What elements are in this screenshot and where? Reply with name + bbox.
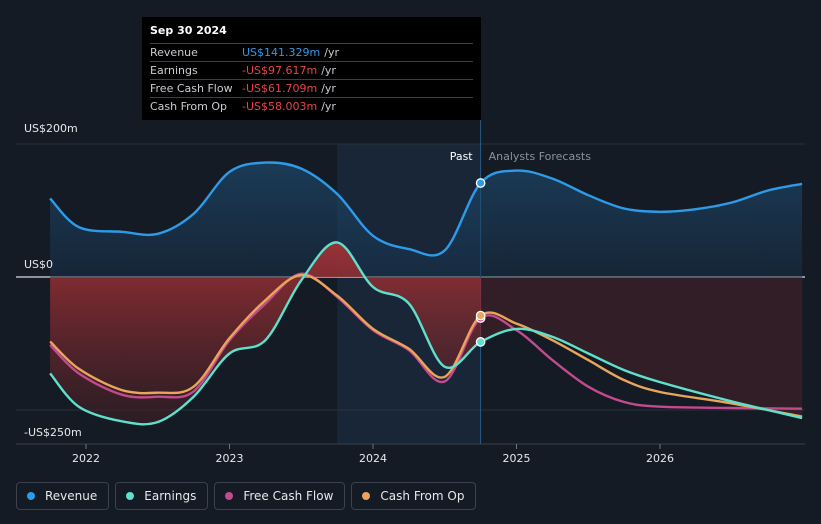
x-tick-label: 2024 — [359, 452, 387, 465]
tooltip-value: US$141.329m — [242, 46, 321, 59]
revenue-line-forecast — [481, 169, 803, 214]
revenue-area — [50, 162, 803, 277]
legend-dot-icon — [225, 492, 234, 500]
tooltip-markers — [475, 178, 486, 347]
tooltip-value: -US$58.003m — [242, 100, 318, 113]
legend-label: Free Cash Flow — [243, 489, 334, 503]
earnings-line-past — [49, 241, 481, 426]
tooltip-unit: /yr — [321, 100, 336, 113]
legend-item-revenue[interactable]: Revenue — [16, 482, 110, 510]
cfo-marker — [475, 310, 486, 321]
x-tick-label: 2025 — [503, 452, 531, 465]
tooltip-row-revenue: Revenue US$141.329m /yr — [150, 43, 473, 61]
y-tick-label: -US$250m — [24, 426, 82, 439]
earnings-area-forecast — [481, 277, 803, 418]
cfo-line-forecast — [481, 311, 803, 418]
past-label: Past — [450, 150, 474, 163]
tooltip-row-fcf: Free Cash Flow -US$61.709m /yr — [150, 79, 473, 97]
tooltip-unit: /yr — [324, 46, 339, 59]
x-tick-label: 2026 — [646, 452, 674, 465]
x-tick-label: 2022 — [72, 452, 100, 465]
tooltip-date: Sep 30 2024 — [150, 24, 227, 37]
legend-dot-icon — [362, 492, 371, 500]
series-lines — [49, 161, 803, 426]
tooltip-label: Free Cash Flow — [150, 82, 233, 95]
tooltip-label: Revenue — [150, 46, 198, 59]
axis-labels: US$200m US$0 -US$250m 2022 2023 2024 2025 2026 P… — [24, 122, 674, 465]
x-tick-label: 2023 — [216, 452, 244, 465]
legend-label: Earnings — [144, 489, 197, 503]
forecast-label: Analysts Forecasts — [489, 150, 592, 163]
tooltip-label: Earnings — [150, 64, 198, 77]
tooltip-row-cfo: Cash From Op -US$58.003m /yr — [150, 97, 473, 115]
revenue-line-past — [49, 161, 481, 257]
cfo-line-past — [49, 273, 481, 395]
tooltip: Sep 30 2024 Revenue US$141.329m /yr Earn… — [142, 17, 481, 120]
tooltip-unit: /yr — [321, 82, 336, 95]
legend-item-free-cash-flow[interactable]: Free Cash Flow — [214, 482, 346, 510]
fcf-line-forecast — [481, 314, 803, 410]
tooltip-value: -US$61.709m — [242, 82, 318, 95]
earnings-marker — [475, 337, 486, 347]
legend-item-cash-from-op[interactable]: Cash From Op — [351, 482, 477, 510]
legend-label: Cash From Op — [380, 489, 465, 503]
legend-label: Revenue — [45, 489, 98, 503]
revenue-marker — [475, 178, 486, 188]
tooltip-label: Cash From Op — [150, 100, 228, 113]
legend-dot-icon — [126, 492, 135, 500]
tooltip-value: -US$97.617m — [242, 64, 318, 77]
legend-dot-icon — [27, 492, 35, 500]
tooltip-unit: /yr — [321, 64, 336, 77]
y-tick-label: US$200m — [24, 122, 78, 135]
area-fills — [50, 162, 803, 425]
y-tick-label: US$0 — [24, 258, 53, 271]
legend: Revenue Earnings Free Cash Flow Cash Fro… — [16, 482, 477, 510]
tooltip-row-earnings: Earnings -US$97.617m /yr — [150, 61, 473, 79]
legend-item-earnings[interactable]: Earnings — [115, 482, 209, 510]
earnings-area-past — [50, 242, 481, 425]
earnings-line-forecast — [481, 327, 803, 420]
